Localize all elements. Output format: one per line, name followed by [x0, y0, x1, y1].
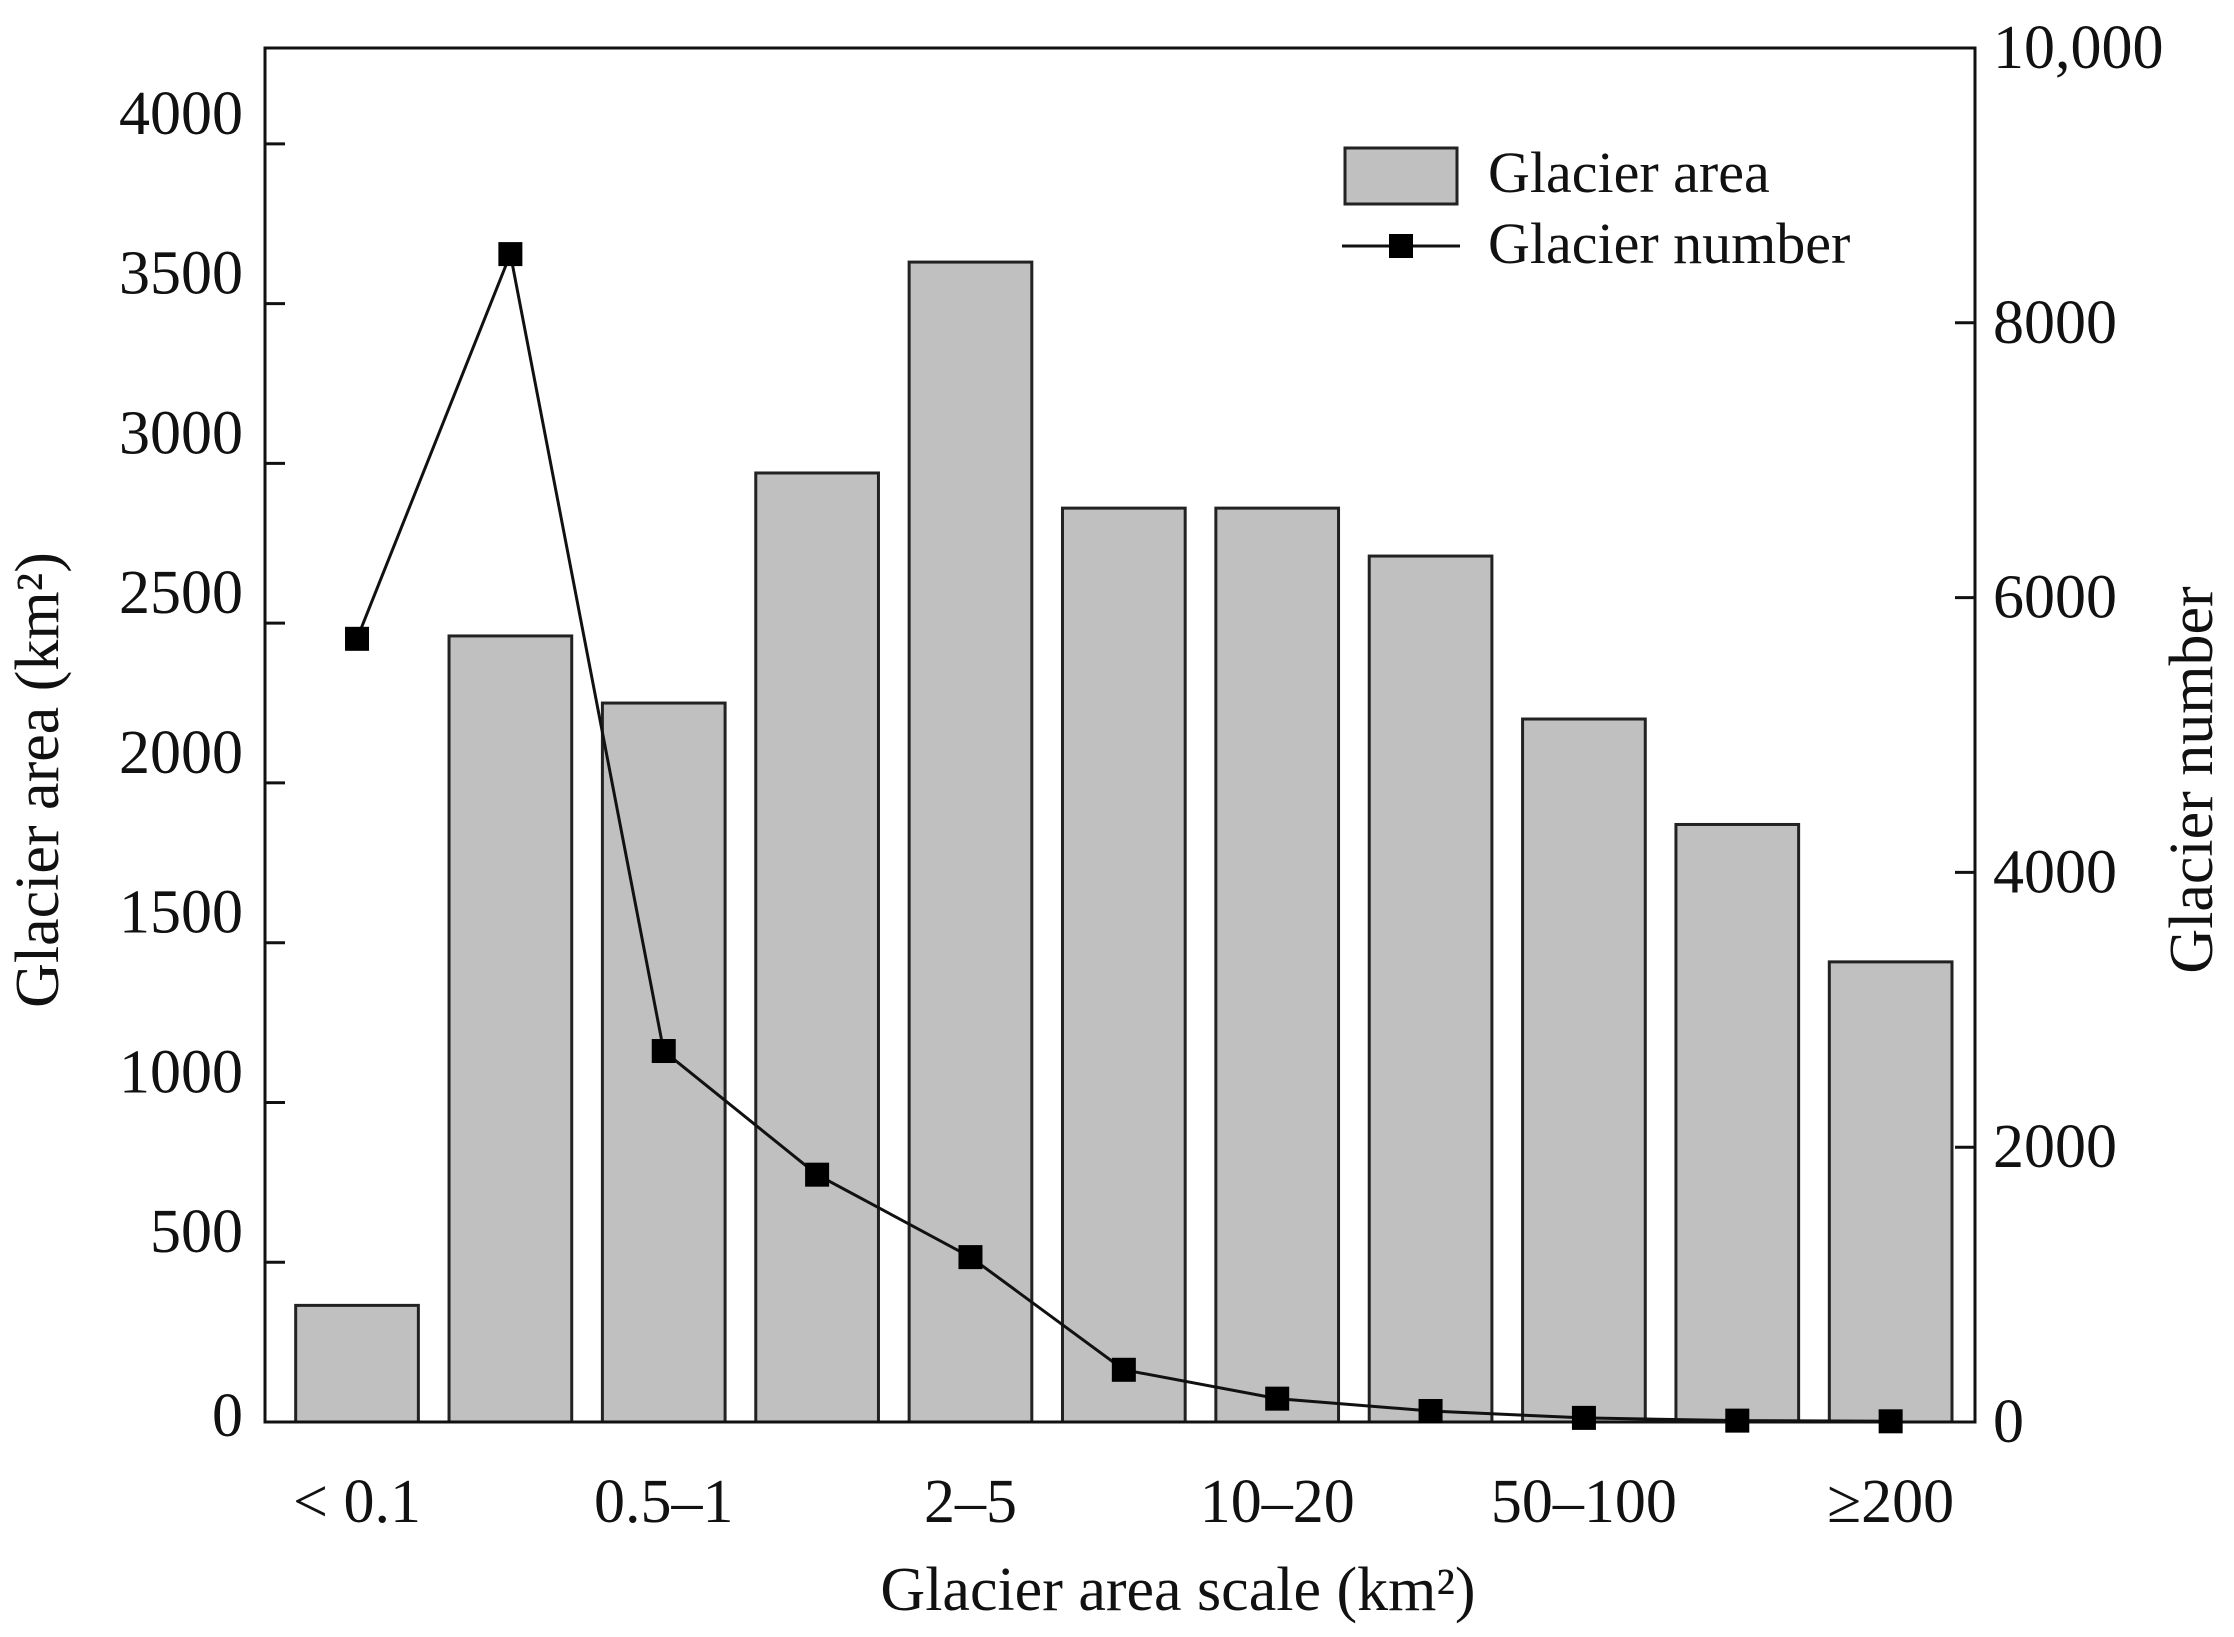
axes-layer	[263, 46, 1977, 1424]
ticks-layer: 0 500 1000 1500 2000 2500 3000 3500 4000 0 2000 400…	[119, 14, 2164, 1536]
bar-8	[1521, 717, 1647, 1424]
legend: Glacier area Glacier number	[1342, 140, 1850, 276]
glacier-number-point-10	[1878, 1409, 1903, 1434]
y-axis-title: Glacier area (km²)	[4, 552, 72, 1008]
y-tick-label-6: 3000	[119, 399, 243, 467]
glacier-number-point-9	[1725, 1408, 1750, 1433]
bar-4	[907, 260, 1034, 1424]
y-tick-label-0: 0	[212, 1382, 243, 1450]
bar-0	[294, 1303, 420, 1424]
bar-5	[1060, 506, 1187, 1424]
x-tick-label-10: ≥200	[1827, 1468, 1954, 1536]
bars-layer	[294, 260, 1954, 1424]
y2-tick-label-5: 10,000	[1993, 14, 2164, 82]
bar-6	[1214, 506, 1341, 1424]
bar-1	[447, 634, 574, 1424]
y2-tick-label-4: 8000	[1993, 289, 2117, 357]
x-tick-label-8: 50–100	[1491, 1468, 1677, 1536]
x-tick-label-2: 0.5–1	[594, 1468, 734, 1536]
legend-marker-glacier-number	[1389, 234, 1413, 258]
y-tick-label-5: 2500	[119, 559, 243, 627]
glacier-number-point-6	[1265, 1386, 1290, 1411]
glacier-number-point-2	[651, 1039, 676, 1064]
x-tick-label-4: 2–5	[924, 1468, 1017, 1536]
line-layer	[345, 242, 1903, 1434]
y-tick-label-2: 1000	[119, 1038, 243, 1106]
y2-tick-label-3: 6000	[1993, 564, 2117, 632]
plot-frame	[263, 46, 1977, 1424]
glacier-number-point-1	[498, 242, 523, 267]
glacier-number-point-3	[805, 1162, 830, 1187]
bar-3	[754, 471, 880, 1424]
y-tick-label-4: 2000	[119, 719, 243, 787]
y2-tick-label-0: 0	[1993, 1388, 2024, 1456]
x-tick-label-0: < 0.1	[293, 1468, 421, 1536]
y-tick-label-7: 3500	[119, 240, 243, 308]
glacier-number-point-4	[958, 1245, 983, 1270]
legend-swatch-glacier-area	[1343, 146, 1459, 206]
y2-tick-label-2: 4000	[1993, 838, 2117, 906]
glacier-number-point-7	[1418, 1399, 1443, 1424]
glacier-number-point-0	[345, 626, 370, 651]
glacier-number-point-8	[1571, 1405, 1596, 1430]
legend-label-glacier-number: Glacier number	[1488, 211, 1850, 276]
glacier-number-point-5	[1111, 1357, 1136, 1382]
x-tick-label-6: 10–20	[1200, 1468, 1355, 1536]
y-tick-label-8: 4000	[119, 80, 243, 148]
y2-axis-title: Glacier number	[2158, 586, 2226, 974]
legend-label-glacier-area: Glacier area	[1488, 140, 1770, 205]
y-tick-label-1: 500	[150, 1198, 243, 1266]
bar-7	[1367, 554, 1494, 1424]
y-tick-label-3: 1500	[119, 879, 243, 947]
bar-10	[1827, 960, 1954, 1424]
x-axis-title: Glacier area scale (km²)	[880, 1556, 1475, 1624]
y2-tick-label-1: 2000	[1993, 1113, 2117, 1181]
bar-9	[1674, 822, 1801, 1424]
